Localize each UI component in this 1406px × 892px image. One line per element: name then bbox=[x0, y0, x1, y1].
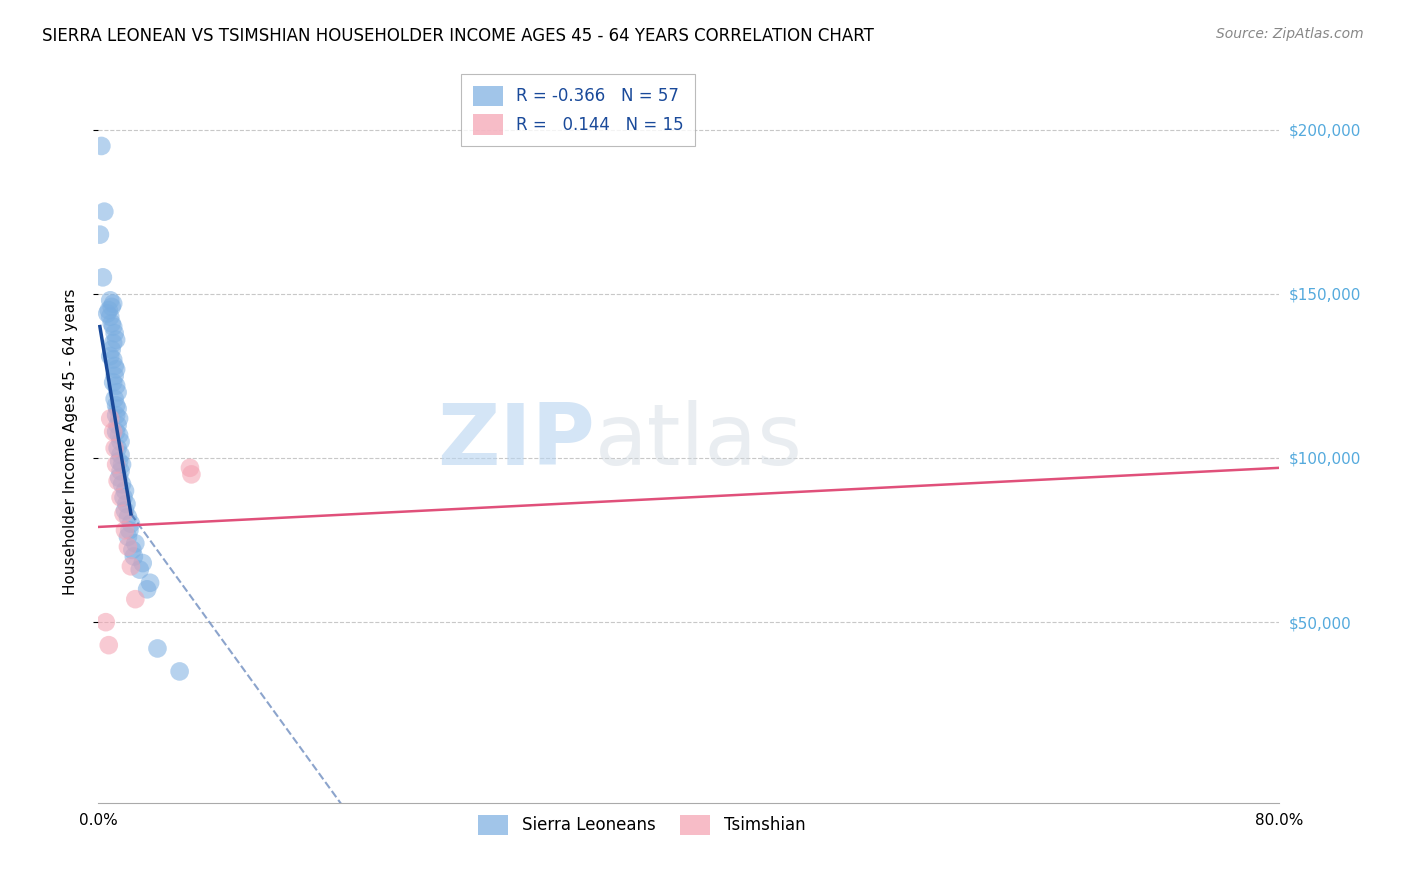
Point bbox=[108, 428, 131, 442]
Point bbox=[117, 530, 139, 544]
Point bbox=[105, 425, 128, 439]
Point bbox=[115, 497, 138, 511]
Point bbox=[108, 471, 131, 485]
Point bbox=[146, 641, 169, 656]
Text: Source: ZipAtlas.com: Source: ZipAtlas.com bbox=[1216, 27, 1364, 41]
Point bbox=[103, 296, 125, 310]
Point bbox=[122, 549, 145, 564]
Point bbox=[112, 491, 135, 505]
Point bbox=[136, 582, 159, 597]
Point bbox=[98, 411, 121, 425]
Point bbox=[97, 303, 120, 318]
Point bbox=[105, 378, 128, 392]
Point bbox=[110, 448, 132, 462]
Point bbox=[114, 503, 136, 517]
Point bbox=[114, 523, 136, 537]
Point bbox=[104, 368, 127, 383]
Point bbox=[107, 474, 129, 488]
Point bbox=[94, 615, 117, 630]
Point bbox=[100, 300, 122, 314]
Point bbox=[114, 483, 136, 498]
Point bbox=[93, 204, 115, 219]
Point bbox=[104, 326, 127, 341]
Point bbox=[118, 523, 141, 537]
Point bbox=[128, 563, 150, 577]
Point bbox=[139, 575, 162, 590]
Point bbox=[132, 556, 155, 570]
Point bbox=[117, 510, 139, 524]
Text: ZIP: ZIP bbox=[437, 400, 595, 483]
Point bbox=[100, 316, 122, 330]
Point bbox=[105, 409, 128, 423]
Y-axis label: Householder Income Ages 45 - 64 years: Householder Income Ages 45 - 64 years bbox=[63, 288, 77, 595]
Point bbox=[117, 540, 139, 554]
Point bbox=[107, 441, 129, 455]
Point bbox=[103, 352, 125, 367]
Point bbox=[179, 460, 201, 475]
Point bbox=[90, 139, 112, 153]
Point bbox=[110, 434, 132, 449]
Point bbox=[104, 392, 127, 406]
Point bbox=[120, 516, 142, 531]
Point bbox=[108, 411, 131, 425]
Point bbox=[103, 376, 125, 390]
Point bbox=[103, 336, 125, 351]
Text: atlas: atlas bbox=[595, 400, 803, 483]
Point bbox=[105, 398, 128, 412]
Point bbox=[169, 665, 191, 679]
Point bbox=[98, 349, 121, 363]
Point bbox=[97, 638, 120, 652]
Point bbox=[107, 418, 129, 433]
Point bbox=[104, 441, 127, 455]
Point bbox=[103, 319, 125, 334]
Point bbox=[98, 293, 121, 308]
Point bbox=[110, 491, 132, 505]
Point bbox=[105, 458, 128, 472]
Point bbox=[107, 401, 129, 416]
Point bbox=[124, 592, 146, 607]
Point bbox=[107, 385, 129, 400]
Point bbox=[96, 306, 118, 320]
Point bbox=[110, 464, 132, 478]
Point bbox=[89, 227, 111, 242]
Point bbox=[108, 454, 131, 468]
Point bbox=[105, 362, 128, 376]
Point bbox=[124, 536, 146, 550]
Point bbox=[103, 425, 125, 439]
Point bbox=[111, 458, 134, 472]
Point bbox=[180, 467, 202, 482]
Point bbox=[100, 343, 122, 357]
Point bbox=[104, 359, 127, 373]
Point bbox=[98, 310, 121, 324]
Point bbox=[120, 559, 142, 574]
Point bbox=[121, 542, 143, 557]
Point bbox=[105, 333, 128, 347]
Point bbox=[111, 477, 134, 491]
Text: SIERRA LEONEAN VS TSIMSHIAN HOUSEHOLDER INCOME AGES 45 - 64 YEARS CORRELATION CH: SIERRA LEONEAN VS TSIMSHIAN HOUSEHOLDER … bbox=[42, 27, 875, 45]
Point bbox=[91, 270, 114, 285]
Point bbox=[112, 507, 135, 521]
Legend: Sierra Leoneans, Tsimshian: Sierra Leoneans, Tsimshian bbox=[468, 805, 815, 845]
